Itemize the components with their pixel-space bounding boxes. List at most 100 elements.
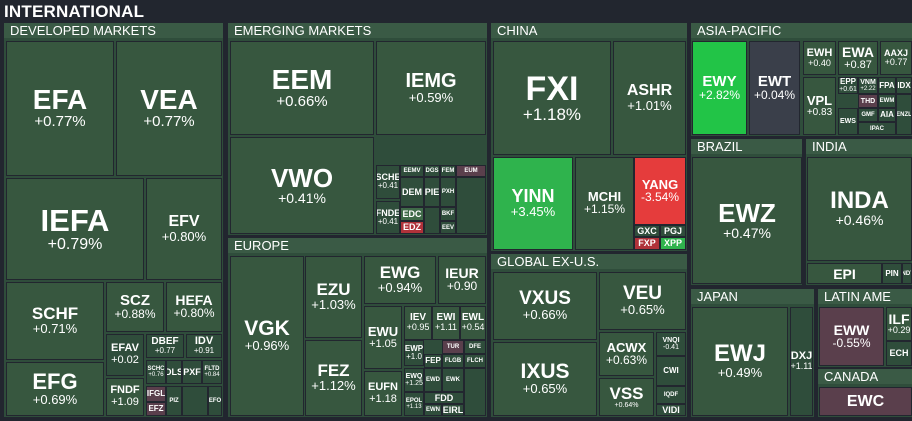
tile-ewt[interactable]: EWT +0.04%: [749, 41, 800, 135]
tile-inda[interactable]: INDA +0.46%: [807, 157, 912, 261]
tile-ewy[interactable]: EWY +2.82%: [692, 41, 747, 135]
tile-pgj[interactable]: PGJ: [660, 225, 686, 237]
tile-ewk[interactable]: EWK: [442, 368, 464, 392]
tile-veu[interactable]: VEU +0.65%: [599, 272, 686, 330]
tile-thd[interactable]: THD: [858, 94, 878, 108]
tile-sche[interactable]: SCHE +0.41: [376, 165, 400, 199]
tile-enzl[interactable]: ENZL: [896, 94, 912, 135]
tile-epp[interactable]: EPP +0.61: [838, 77, 858, 94]
tile-fep[interactable]: FEP: [424, 354, 442, 368]
tile-fxp[interactable]: FXP: [634, 237, 660, 250]
tile-efo[interactable]: EFO: [208, 386, 222, 416]
tile-xpp[interactable]: XPP: [660, 237, 686, 250]
tile-schc[interactable]: SCHC +0.76: [146, 360, 166, 384]
tile-fez[interactable]: FEZ +1.12%: [305, 340, 362, 416]
tile-ifgl[interactable]: IFGL: [146, 386, 166, 402]
tile-ewm[interactable]: EWM: [878, 94, 896, 108]
tile-dem[interactable]: DEM: [400, 177, 424, 207]
tile-yinn[interactable]: YINN +3.45%: [493, 157, 573, 250]
tile-mchi[interactable]: MCHI +1.15%: [575, 157, 634, 250]
tile-eirl[interactable]: EIRL: [442, 404, 464, 416]
tile-eww[interactable]: EWW -0.55%: [819, 307, 884, 366]
tile-vpl[interactable]: VPL +0.83: [803, 77, 836, 135]
tile-tur[interactable]: TUR: [442, 340, 464, 354]
tile-ipac[interactable]: IPAC: [858, 122, 896, 135]
tile-acwx[interactable]: ACWX +0.63%: [599, 332, 654, 376]
tile-vea[interactable]: VEA +0.77%: [116, 41, 222, 176]
tile-cwi[interactable]: CWI: [656, 356, 686, 386]
tile-epol[interactable]: EPOL +1.13: [404, 392, 424, 416]
tile-indy[interactable]: INDY: [902, 263, 912, 284]
tile-ewl[interactable]: EWL +0.54: [460, 306, 486, 340]
tile-vss[interactable]: VSS +0.64%: [599, 378, 654, 416]
tile-fltd[interactable]: FLTD +0.84: [202, 360, 222, 384]
tile-pin[interactable]: PIN: [882, 263, 902, 284]
tile-eev[interactable]: EEV: [440, 221, 456, 234]
tile-ewj[interactable]: EWJ +0.49%: [692, 307, 788, 416]
tile-efav[interactable]: EFAV +0.02: [106, 334, 144, 376]
tile-hefa[interactable]: HEFA +0.80%: [166, 282, 222, 332]
tile-idx[interactable]: IDX: [896, 77, 912, 94]
tile-dfe[interactable]: DFE: [464, 340, 486, 354]
tile-pie[interactable]: PIE: [424, 177, 440, 207]
tile-vidi[interactable]: VIDI: [656, 404, 686, 416]
tile-piz[interactable]: PIZ: [166, 386, 182, 416]
tile-dls[interactable]: DLS: [166, 360, 182, 384]
tile-ilf[interactable]: ILF +0.29: [886, 307, 912, 341]
tile-fxi[interactable]: FXI +1.18%: [493, 41, 611, 155]
tile-eum[interactable]: EUM: [456, 165, 486, 177]
tile-vnqi[interactable]: VNQI -0.41: [656, 332, 686, 356]
tile-edc[interactable]: EDC: [400, 207, 424, 221]
tile-flch[interactable]: FLCH: [464, 354, 486, 368]
tile-dxj[interactable]: DXJ +1.11: [790, 307, 813, 416]
tile-iev[interactable]: IEV +0.95: [404, 306, 432, 340]
tile-bkf[interactable]: BKF: [440, 207, 456, 221]
tile-ewg[interactable]: EWG +0.94%: [364, 256, 436, 304]
tile-ews[interactable]: EWS: [838, 108, 858, 135]
tile-flgb[interactable]: FLGB: [442, 354, 464, 368]
tile-efg[interactable]: EFG +0.69%: [6, 362, 104, 416]
tile-aia[interactable]: AIA: [878, 108, 896, 122]
tile-eemv[interactable]: EEMV: [400, 165, 424, 177]
tile-dbef[interactable]: DBEF +0.77: [146, 334, 184, 358]
tile-fem[interactable]: FEM: [440, 165, 456, 177]
tile-vxus[interactable]: VXUS +0.66%: [493, 272, 597, 340]
tile-ieur[interactable]: IEUR +0.90: [438, 256, 486, 304]
tile-idv[interactable]: IDV +0.91: [186, 334, 222, 358]
tile-ezu[interactable]: EZU +1.03%: [305, 256, 362, 338]
tile-ewi[interactable]: EWI +1.11: [432, 306, 460, 340]
tile-ewh[interactable]: EWH +0.40: [803, 41, 836, 75]
tile-aaxj[interactable]: AAXJ +0.77: [880, 41, 912, 75]
tile-fnde[interactable]: FNDE +0.41: [376, 201, 400, 234]
tile-ixus[interactable]: IXUS +0.65%: [493, 342, 597, 416]
tile-scz[interactable]: SCZ +0.88%: [106, 282, 164, 332]
tile-gxc[interactable]: GXC: [634, 225, 660, 237]
tile-epi[interactable]: EPI: [807, 263, 882, 284]
tile-vwo[interactable]: VWO +0.41%: [230, 137, 374, 234]
tile-eufn[interactable]: EUFN +1.18: [364, 371, 402, 416]
tile-yang[interactable]: YANG -3.54%: [634, 157, 686, 225]
tile-eem[interactable]: EEM +0.66%: [230, 41, 374, 135]
tile-ewp[interactable]: EWP +1.0: [404, 340, 424, 366]
tile-ewn[interactable]: EWN: [424, 404, 442, 416]
tile-fndf[interactable]: FNDF +1.09: [106, 378, 144, 416]
tile-ech[interactable]: ECH: [886, 341, 912, 366]
tile-iemg[interactable]: IEMG +0.59%: [376, 41, 486, 135]
tile-ewc[interactable]: EWC: [819, 387, 912, 416]
tile-pxh[interactable]: PXH: [440, 177, 456, 207]
tile-efz[interactable]: EFZ: [146, 402, 166, 416]
tile-dgs[interactable]: DGS: [424, 165, 440, 177]
tile-edz[interactable]: EDZ: [400, 221, 424, 234]
tile-ewu[interactable]: EWU +1.05: [364, 306, 402, 369]
tile-vnm[interactable]: VNM +2.22: [858, 77, 878, 94]
tile-ewz[interactable]: EWZ +0.47%: [692, 157, 802, 284]
tile-iqdf[interactable]: IQDF: [656, 386, 686, 404]
tile-vgk[interactable]: VGK +0.96%: [230, 256, 304, 416]
tile-fdd[interactable]: FDD: [424, 392, 464, 404]
tile-gmf[interactable]: GMF: [858, 108, 878, 122]
tile-schf[interactable]: SCHF +0.71%: [6, 282, 104, 360]
tile-ewq[interactable]: EWQ +1.25: [404, 368, 424, 392]
tile-ashr[interactable]: ASHR +1.01%: [613, 41, 686, 155]
tile-ewa[interactable]: EWA +0.87: [838, 41, 878, 75]
tile-fpa[interactable]: FPA: [878, 77, 896, 94]
